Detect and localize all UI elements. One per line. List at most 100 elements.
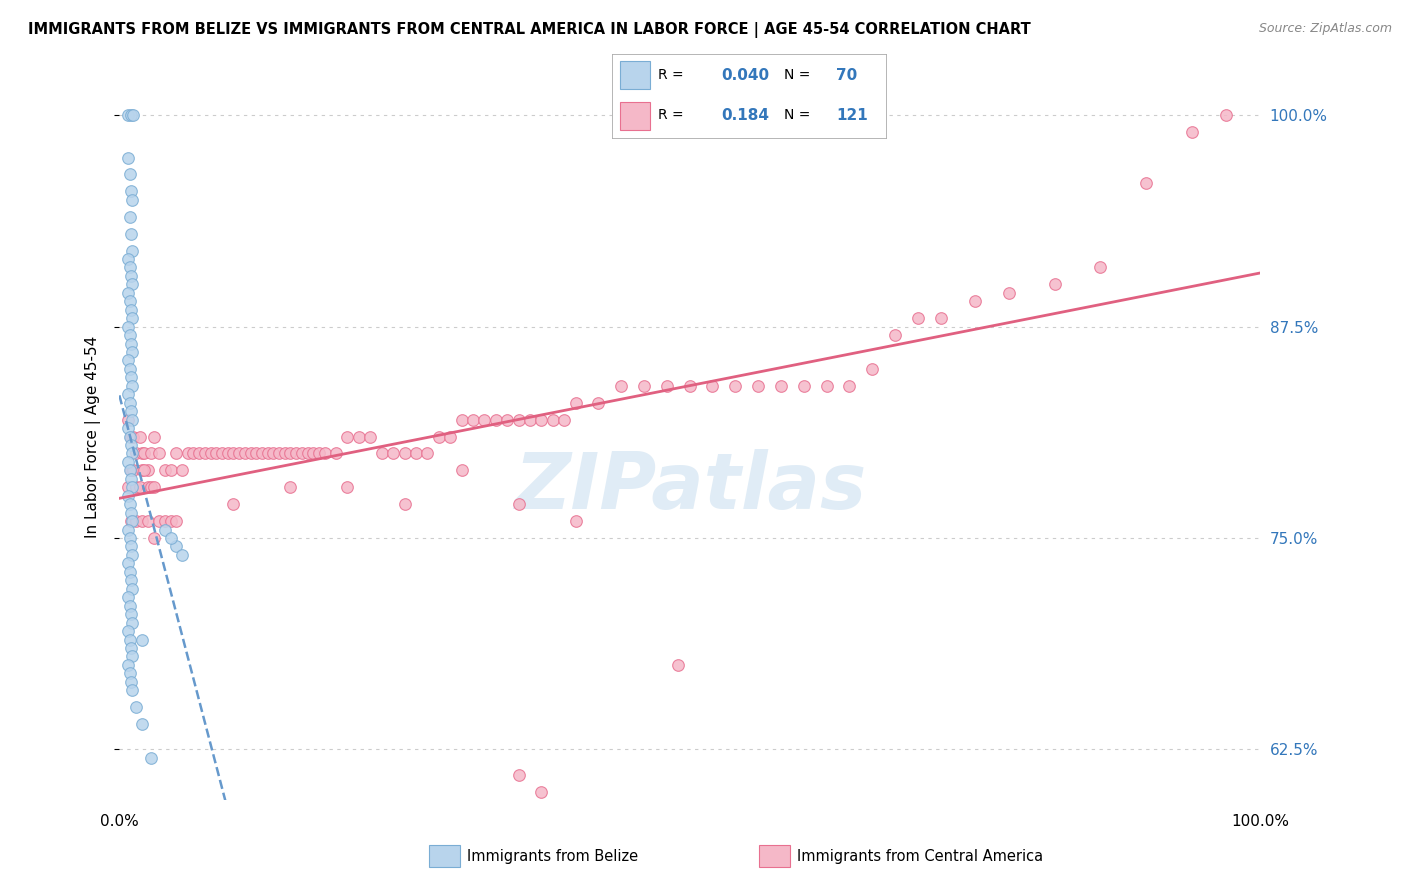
Point xyxy=(117,151,139,165)
Point xyxy=(222,446,245,460)
Point xyxy=(118,362,141,376)
Point xyxy=(120,370,142,384)
Point xyxy=(121,514,143,528)
Text: 0.040: 0.040 xyxy=(721,68,769,83)
Point xyxy=(118,599,141,613)
Point xyxy=(159,531,181,545)
Point xyxy=(508,768,530,782)
Point xyxy=(998,285,1021,300)
Point xyxy=(165,514,187,528)
Point xyxy=(1180,125,1202,139)
Point xyxy=(117,252,139,266)
Point xyxy=(120,607,142,621)
Point xyxy=(120,302,142,317)
Point xyxy=(131,446,153,460)
Point xyxy=(120,404,142,418)
Point xyxy=(142,429,165,443)
Point xyxy=(117,455,139,469)
Point xyxy=(118,429,141,443)
Point xyxy=(117,557,139,571)
Point xyxy=(128,429,150,443)
Point xyxy=(222,497,245,511)
Point xyxy=(427,429,450,443)
Point xyxy=(336,429,359,443)
Point xyxy=(121,480,143,494)
Point xyxy=(120,108,142,122)
Point xyxy=(679,379,702,393)
Point xyxy=(302,446,325,460)
Point xyxy=(118,632,141,647)
Point xyxy=(141,446,163,460)
Point xyxy=(117,421,139,435)
Text: R =: R = xyxy=(658,68,683,82)
Point xyxy=(122,429,145,443)
Point xyxy=(245,446,267,460)
Point xyxy=(142,480,165,494)
Point xyxy=(815,379,838,393)
Point xyxy=(120,472,142,486)
Point xyxy=(285,446,308,460)
Text: IMMIGRANTS FROM BELIZE VS IMMIGRANTS FROM CENTRAL AMERICA IN LABOR FORCE | AGE 4: IMMIGRANTS FROM BELIZE VS IMMIGRANTS FRO… xyxy=(28,22,1031,38)
Point xyxy=(117,489,139,503)
Point xyxy=(134,446,156,460)
Text: N =: N = xyxy=(785,109,811,122)
Point xyxy=(370,446,392,460)
Point xyxy=(336,480,359,494)
Point xyxy=(382,446,405,460)
Point xyxy=(125,700,148,714)
Point xyxy=(121,193,143,207)
Point xyxy=(359,429,381,443)
Point xyxy=(121,615,143,630)
Point xyxy=(117,353,139,368)
Point xyxy=(148,446,170,460)
Point xyxy=(136,463,159,477)
Point xyxy=(120,429,142,443)
Point xyxy=(610,379,633,393)
Point xyxy=(159,463,181,477)
Point xyxy=(121,446,143,460)
Point xyxy=(117,285,139,300)
Text: N =: N = xyxy=(785,68,811,82)
Point xyxy=(508,497,530,511)
Point xyxy=(325,446,347,460)
Point xyxy=(200,446,222,460)
Point xyxy=(118,260,141,275)
Point xyxy=(633,379,655,393)
Point xyxy=(131,514,153,528)
Point xyxy=(120,268,142,283)
Text: Immigrants from Belize: Immigrants from Belize xyxy=(467,849,638,863)
Point xyxy=(233,446,256,460)
Point xyxy=(177,446,200,460)
Point xyxy=(118,463,141,477)
Point xyxy=(136,480,159,494)
Point xyxy=(172,548,194,562)
Point xyxy=(228,446,250,460)
Point xyxy=(153,523,176,537)
Point xyxy=(148,514,170,528)
Point xyxy=(131,632,153,647)
Point xyxy=(118,294,141,309)
Point xyxy=(280,480,302,494)
Point xyxy=(117,657,139,672)
Point xyxy=(274,446,297,460)
Point xyxy=(588,396,610,410)
Point xyxy=(655,379,678,393)
Point xyxy=(120,514,142,528)
Point xyxy=(120,540,142,554)
Point xyxy=(117,624,139,638)
Point xyxy=(121,244,143,258)
Point xyxy=(564,514,586,528)
Point xyxy=(125,446,148,460)
Point xyxy=(121,412,143,426)
Point xyxy=(134,463,156,477)
Point xyxy=(205,446,228,460)
Point xyxy=(450,463,472,477)
Point xyxy=(121,379,143,393)
Point xyxy=(120,185,142,199)
Point xyxy=(153,514,176,528)
Point xyxy=(291,446,314,460)
Point xyxy=(461,412,484,426)
Point xyxy=(297,446,319,460)
Point xyxy=(239,446,262,460)
Point xyxy=(1215,108,1237,122)
